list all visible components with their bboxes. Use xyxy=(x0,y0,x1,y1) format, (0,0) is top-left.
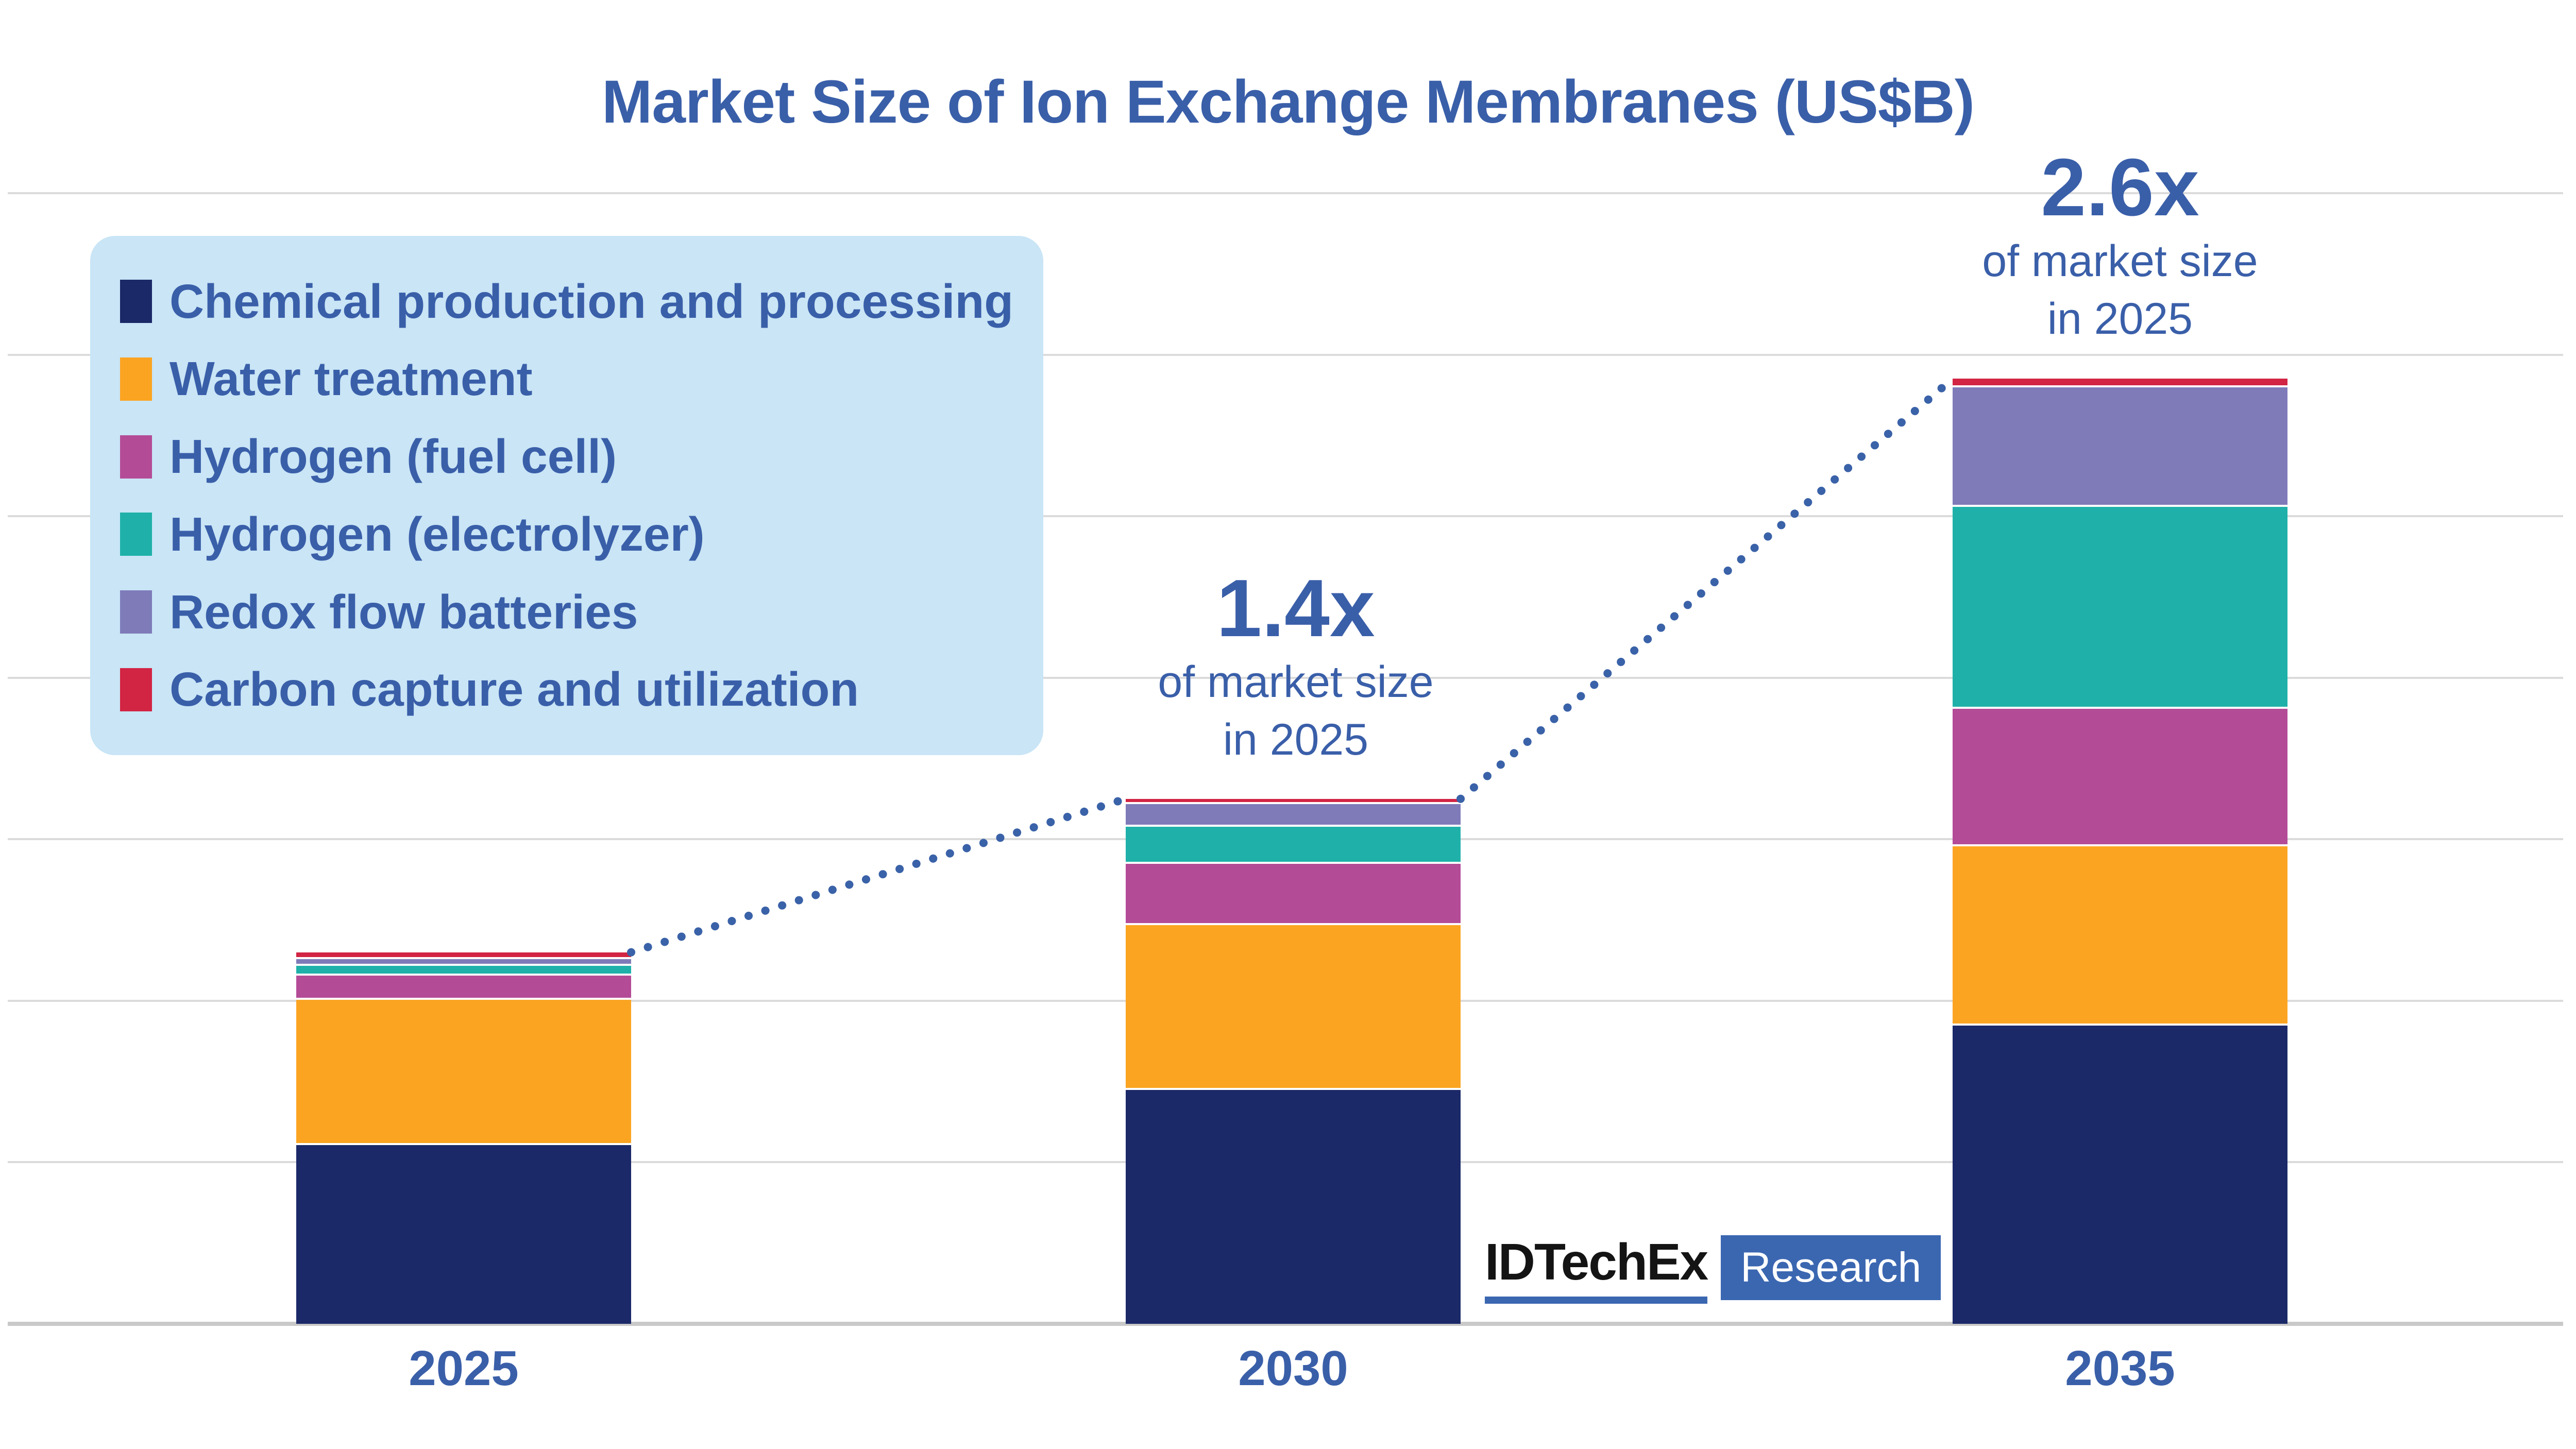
legend-label: Water treatment xyxy=(170,352,533,406)
idtechex-wordmark-block: IDTechEx xyxy=(1485,1233,1708,1304)
bar-2025-segment-hydrogen-fuel-cell xyxy=(296,974,631,998)
gridline xyxy=(8,192,2563,194)
bar-2035-segment-carbon-capture-and-utilization xyxy=(1953,379,2287,385)
legend-swatch-carbon-capture-and-utilization xyxy=(120,668,152,711)
annotation-2030-multiplier: 1.4x xyxy=(1216,563,1375,654)
legend-item-hydrogen-fuel-cell: Hydrogen (fuel cell) xyxy=(120,429,1013,484)
annotation-2035-multiplier: 2.6x xyxy=(2041,142,2199,233)
bar-2030 xyxy=(1126,799,1461,1324)
legend-swatch-hydrogen-electrolyzer xyxy=(120,513,152,556)
bar-2025-segment-hydrogen-electrolyzer xyxy=(296,964,631,974)
legend-item-chemical-production-and-processing: Chemical production and processing xyxy=(120,274,1013,329)
gridline xyxy=(8,354,2563,356)
bar-2025 xyxy=(296,952,631,1324)
annotation-2035-line2: in 2025 xyxy=(2047,294,2193,344)
logo-underline xyxy=(1485,1297,1708,1304)
x-axis-label-2025: 2025 xyxy=(409,1341,519,1396)
legend-item-carbon-capture-and-utilization: Carbon capture and utilization xyxy=(120,662,1013,717)
bar-2030-segment-redox-flow-batteries xyxy=(1126,802,1461,825)
x-axis-label-2035: 2035 xyxy=(2065,1341,2175,1396)
x-axis-label-2030: 2030 xyxy=(1238,1341,1348,1396)
legend-label: Hydrogen (electrolyzer) xyxy=(170,507,705,561)
legend-label: Carbon capture and utilization xyxy=(170,662,859,717)
research-badge-label: Research xyxy=(1740,1244,1922,1291)
legend-item-water-treatment: Water treatment xyxy=(120,351,1013,406)
legend-item-hydrogen-electrolyzer: Hydrogen (electrolyzer) xyxy=(120,507,1013,562)
annotation-2030-line1: of market size xyxy=(1158,657,1434,707)
annotation-2030: 1.4x of market size in 2025 xyxy=(961,564,1631,769)
bar-2035-segment-hydrogen-fuel-cell xyxy=(1953,707,2287,844)
gridline xyxy=(8,677,2563,679)
legend: Chemical production and processing Water … xyxy=(90,236,1043,755)
idtechex-wordmark: IDTechEx xyxy=(1485,1233,1708,1291)
bar-2035-segment-hydrogen-electrolyzer xyxy=(1953,505,2287,707)
legend-item-redox-flow-batteries: Redox flow batteries xyxy=(120,585,1013,640)
legend-swatch-redox-flow-batteries xyxy=(120,590,152,634)
legend-swatch-chemical-production-and-processing xyxy=(120,280,152,323)
legend-label: Chemical production and processing xyxy=(170,274,1014,328)
bar-2035-segment-redox-flow-batteries xyxy=(1953,385,2287,505)
annotation-2035-line1: of market size xyxy=(1982,236,2258,286)
bar-2025-segment-water-treatment xyxy=(296,998,631,1143)
bar-2035-segment-water-treatment xyxy=(1953,844,2287,1024)
bar-2025-segment-redox-flow-batteries xyxy=(296,957,631,964)
bar-2025-segment-chemical-production-and-processing xyxy=(296,1143,631,1324)
bar-2025-segment-carbon-capture-and-utilization xyxy=(296,952,631,957)
bar-2030-segment-water-treatment xyxy=(1126,923,1461,1088)
chart-title: Market Size of Ion Exchange Membranes (U… xyxy=(601,68,1975,136)
annotation-2030-line2: in 2025 xyxy=(1223,714,1369,764)
legend-swatch-hydrogen-fuel-cell xyxy=(120,435,152,479)
x-axis-baseline xyxy=(8,1322,2563,1326)
bar-2030-segment-hydrogen-fuel-cell xyxy=(1126,862,1461,923)
connector-line-2025-2030 xyxy=(627,794,1130,957)
research-badge: Research xyxy=(1721,1235,1941,1301)
connector-line-2030-2035 xyxy=(1456,374,1957,803)
bar-2030-segment-hydrogen-electrolyzer xyxy=(1126,825,1461,862)
legend-swatch-water-treatment xyxy=(120,357,152,401)
bar-2030-segment-chemical-production-and-processing xyxy=(1126,1088,1461,1324)
annotation-2035: 2.6x of market size in 2025 xyxy=(1785,143,2455,348)
idtechex-logo: IDTechEx Research xyxy=(1485,1235,1941,1304)
bar-2030-segment-carbon-capture-and-utilization xyxy=(1126,799,1461,802)
legend-label: Hydrogen (fuel cell) xyxy=(170,430,617,484)
gridline xyxy=(8,515,2563,517)
legend-label: Redox flow batteries xyxy=(170,585,638,639)
bar-2035 xyxy=(1953,379,2287,1324)
bar-2035-segment-chemical-production-and-processing xyxy=(1953,1024,2287,1324)
